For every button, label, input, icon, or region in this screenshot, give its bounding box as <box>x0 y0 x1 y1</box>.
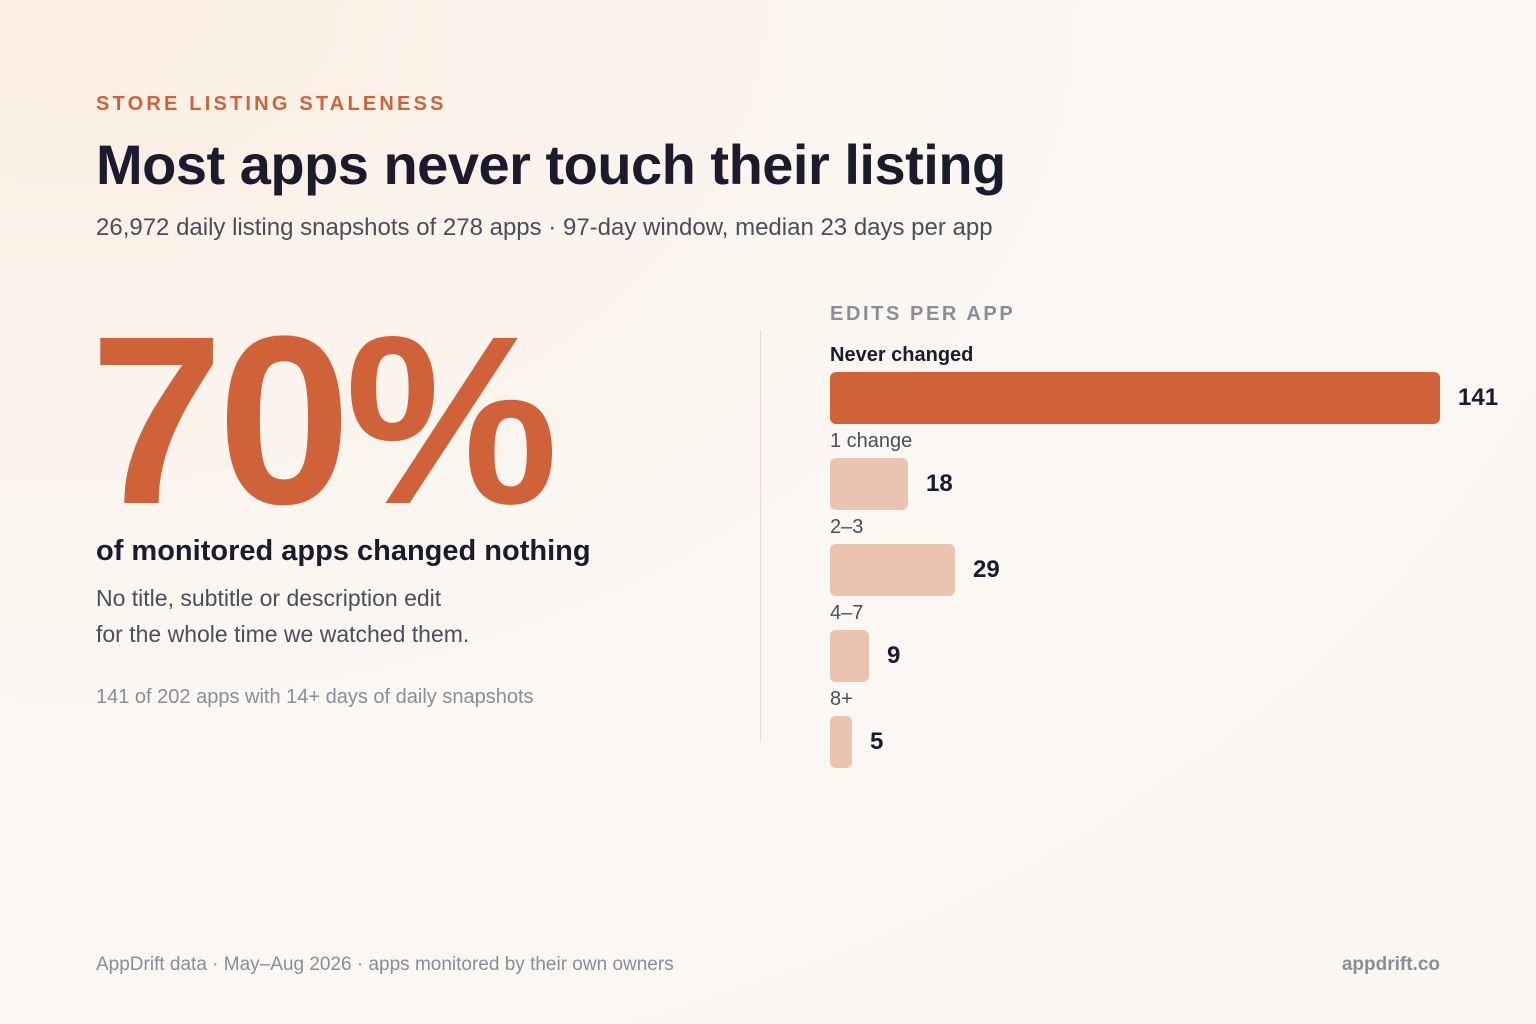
bar-value-4-7: 9 <box>887 642 901 669</box>
stat-note: 141 of 202 apps with 14+ days of daily s… <box>96 686 534 708</box>
footer-source: AppDrift data · May–Aug 2026 · apps moni… <box>96 954 674 975</box>
bar-8 <box>830 716 852 768</box>
bar-value-never-changed: 141 <box>1458 384 1499 411</box>
stat-description: No title, subtitle or description edit f… <box>96 580 656 652</box>
bar-1-change <box>830 458 908 510</box>
footer-brand: appdrift.co <box>1341 954 1440 975</box>
divider <box>760 330 761 742</box>
bar-label-4-7: 4–7 <box>830 602 864 624</box>
chart-heading: EDITS PER APP <box>830 303 1016 325</box>
page-subtitle: 26,972 daily listing snapshots of 278 ap… <box>96 214 993 241</box>
eyebrow-label: STORE LISTING STALENESS <box>96 93 447 115</box>
bar-label-2-3: 2–3 <box>830 516 864 538</box>
bar-label-1-change: 1 change <box>830 430 913 452</box>
stat-description-line-2: for the whole time we watched them. <box>96 621 470 647</box>
stat-caption: of monitored apps changed nothing <box>96 535 591 567</box>
bar-4-7 <box>830 630 869 682</box>
bar-value-8: 5 <box>870 728 884 755</box>
bar-never-changed <box>830 372 1440 424</box>
page-title: Most apps never touch their listing <box>96 133 1006 196</box>
stat-description-line-1: No title, subtitle or description edit <box>96 585 442 611</box>
bar-2-3 <box>830 544 955 596</box>
headline-stat: 70% <box>90 286 558 554</box>
bar-value-1-change: 18 <box>926 470 953 497</box>
bar-label-never-changed: Never changed <box>830 344 974 366</box>
bar-value-2-3: 29 <box>973 556 1000 583</box>
bar-label-8: 8+ <box>830 688 853 710</box>
